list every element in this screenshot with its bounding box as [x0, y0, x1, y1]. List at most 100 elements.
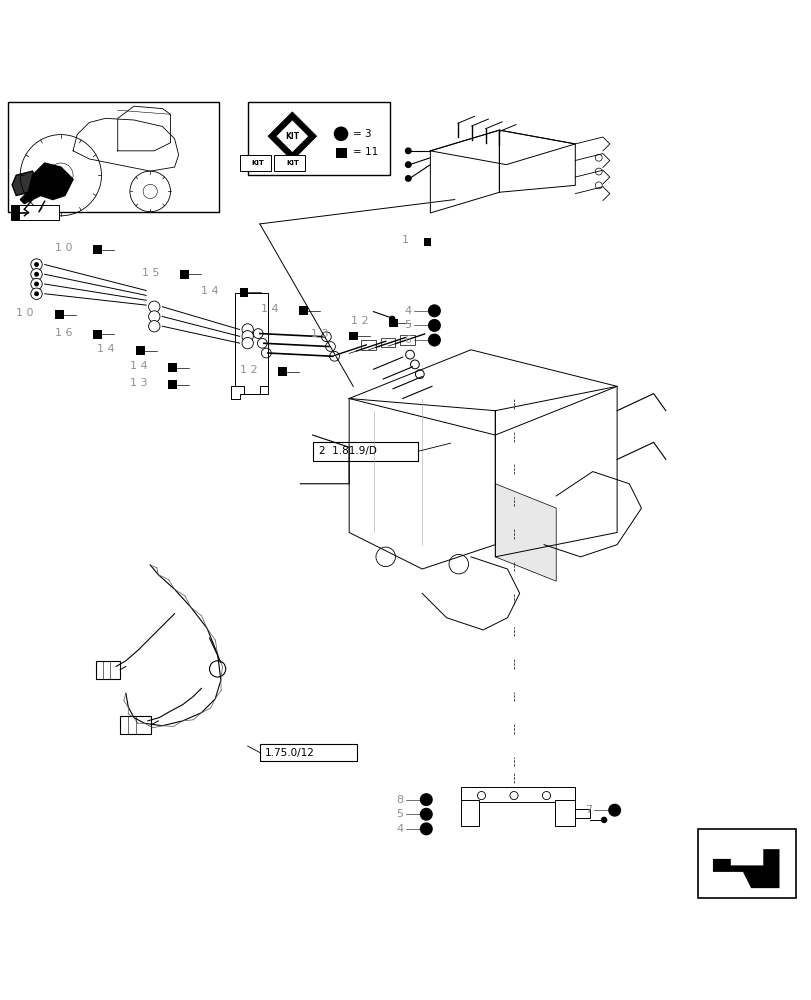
Text: 1 4: 1 4 [261, 304, 279, 314]
Circle shape [427, 319, 440, 332]
Circle shape [329, 351, 339, 361]
Text: 7: 7 [584, 805, 591, 815]
Circle shape [594, 182, 602, 189]
Bar [361, 340, 375, 350]
Text: 5: 5 [404, 320, 411, 330]
Bar [349, 332, 358, 340]
Circle shape [34, 282, 39, 286]
Circle shape [242, 331, 253, 342]
Bar [120, 716, 151, 734]
Circle shape [419, 793, 432, 806]
Bar [574, 809, 589, 818]
Text: 2  1.81.9/D: 2 1.81.9/D [319, 446, 376, 456]
Circle shape [261, 348, 271, 358]
Circle shape [477, 792, 485, 800]
Bar [55, 310, 64, 319]
Circle shape [419, 822, 432, 835]
Text: 4: 4 [396, 824, 403, 834]
Text: 1 5: 1 5 [142, 268, 160, 278]
Circle shape [405, 175, 411, 182]
Text: 1 4: 1 4 [97, 344, 115, 354]
Bar [400, 335, 414, 345]
Circle shape [148, 311, 160, 322]
Circle shape [388, 316, 395, 322]
Polygon shape [495, 484, 556, 581]
Circle shape [253, 329, 263, 338]
Circle shape [427, 304, 440, 317]
Circle shape [321, 332, 331, 342]
Circle shape [31, 259, 42, 270]
Circle shape [257, 338, 267, 348]
Circle shape [209, 661, 225, 677]
Text: 4: 4 [404, 306, 411, 316]
Circle shape [242, 324, 253, 335]
Bar [277, 367, 286, 376]
Bar [240, 155, 271, 171]
Circle shape [509, 792, 517, 800]
Circle shape [406, 350, 414, 359]
Text: 1 3: 1 3 [311, 329, 328, 339]
Circle shape [148, 321, 160, 332]
Circle shape [333, 126, 348, 141]
Bar [8, 102, 219, 212]
Circle shape [594, 154, 602, 161]
Bar [168, 380, 177, 389]
Circle shape [542, 792, 550, 800]
Bar [168, 363, 177, 372]
Circle shape [405, 147, 411, 154]
Text: 1.75.0/12: 1.75.0/12 [264, 748, 314, 758]
Bar [260, 744, 357, 761]
Text: 5: 5 [396, 809, 403, 819]
Circle shape [415, 370, 423, 379]
Circle shape [34, 291, 39, 296]
Circle shape [31, 269, 42, 280]
Bar [93, 245, 102, 254]
Circle shape [34, 272, 39, 277]
Text: 6: 6 [404, 335, 411, 345]
Text: 1 4: 1 4 [130, 361, 148, 371]
Circle shape [34, 262, 39, 267]
Circle shape [600, 817, 607, 823]
Circle shape [31, 288, 42, 299]
Bar [697, 829, 795, 898]
Circle shape [419, 808, 432, 821]
Text: 1 0: 1 0 [55, 243, 73, 253]
Text: 1 6: 1 6 [55, 328, 73, 338]
Bar [239, 288, 248, 297]
Text: 8: 8 [396, 795, 403, 805]
Text: KIT: KIT [285, 160, 298, 166]
Circle shape [148, 301, 160, 312]
Polygon shape [20, 163, 73, 204]
Text: = 11: = 11 [353, 147, 378, 157]
Circle shape [410, 360, 418, 369]
Bar [380, 338, 395, 347]
Text: 1 2: 1 2 [350, 316, 368, 326]
Polygon shape [712, 849, 779, 888]
Text: 1 0: 1 0 [16, 308, 34, 318]
Text: 1 2: 1 2 [239, 365, 257, 375]
Circle shape [325, 342, 335, 351]
Bar [96, 661, 120, 679]
Text: KIT: KIT [285, 132, 299, 141]
Circle shape [242, 337, 253, 349]
Bar [336, 148, 346, 158]
Bar [93, 330, 102, 339]
Bar [461, 800, 478, 826]
Bar [388, 319, 397, 327]
Polygon shape [12, 171, 36, 196]
Text: 1 4: 1 4 [201, 286, 219, 296]
Bar [312, 442, 418, 461]
Text: KIT: KIT [251, 160, 264, 166]
Circle shape [375, 547, 395, 567]
Bar [11, 205, 20, 220]
Circle shape [448, 554, 468, 574]
Circle shape [594, 168, 602, 175]
Bar [554, 800, 574, 826]
Bar [180, 270, 189, 279]
Polygon shape [268, 112, 316, 161]
Circle shape [405, 161, 411, 168]
Circle shape [31, 278, 42, 290]
Text: = 3: = 3 [353, 129, 371, 139]
Bar [423, 238, 431, 246]
Bar [135, 346, 144, 355]
